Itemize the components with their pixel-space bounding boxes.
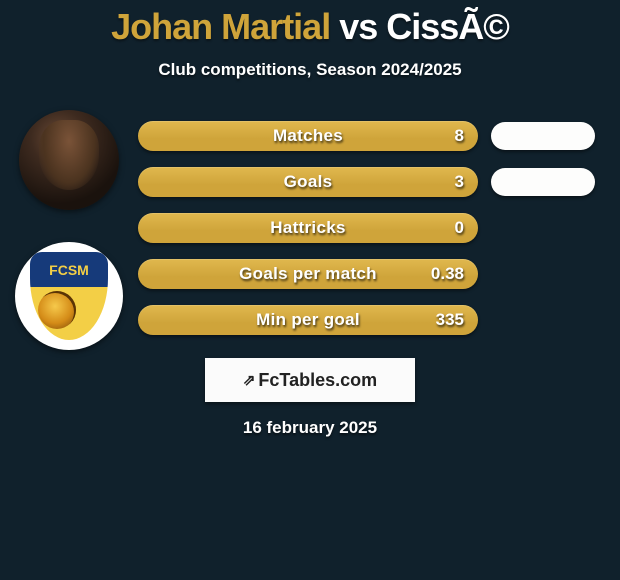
brand-text: FcTables.com — [258, 370, 377, 391]
stat-row: Hattricks 0 — [0, 212, 620, 244]
stat-pill-goals: Goals 3 — [138, 167, 478, 197]
opponent-blank-pill — [491, 168, 595, 196]
left-slot: FCSM — [0, 258, 138, 290]
title-player1: Johan Martial — [111, 6, 330, 47]
stat-value: 335 — [436, 310, 464, 330]
comparison-card: Johan Martial vs CissÃ© Club competition… — [0, 0, 620, 580]
brand-box[interactable]: ⇗ FcTables.com — [205, 358, 415, 402]
club-shield-bottom — [30, 287, 108, 340]
stat-value: 3 — [455, 172, 464, 192]
stat-pill-hattricks: Hattricks 0 — [138, 213, 478, 243]
brand-arrow-icon: ⇗ — [243, 371, 256, 389]
stat-label: Min per goal — [138, 310, 478, 330]
title-vs: vs — [330, 6, 386, 47]
stat-pill-matches: Matches 8 — [138, 121, 478, 151]
stat-label: Goals per match — [138, 264, 478, 284]
stat-label: Matches — [138, 126, 478, 146]
subtitle: Club competitions, Season 2024/2025 — [0, 60, 620, 80]
club-shield: FCSM — [30, 252, 108, 340]
club-badge: FCSM — [15, 242, 123, 350]
right-slot — [478, 122, 608, 150]
stats-block: Matches 8 Goals 3 Hattricks 0 — [0, 120, 620, 336]
right-slot — [478, 168, 608, 196]
stat-label: Goals — [138, 172, 478, 192]
club-abbrev: FCSM — [49, 262, 89, 278]
stat-value: 0.38 — [431, 264, 464, 284]
club-shield-top: FCSM — [30, 252, 108, 287]
player-avatar — [19, 110, 119, 210]
snapshot-date: 16 february 2025 — [0, 418, 620, 438]
stat-pill-gpm: Goals per match 0.38 — [138, 259, 478, 289]
stat-row: Matches 8 — [0, 120, 620, 152]
title-player2: CissÃ© — [386, 6, 509, 47]
stat-row: FCSM Goals per match 0.38 — [0, 258, 620, 290]
stat-pill-mpg: Min per goal 335 — [138, 305, 478, 335]
stat-label: Hattricks — [138, 218, 478, 238]
left-slot — [0, 120, 138, 152]
stat-value: 0 — [455, 218, 464, 238]
stat-value: 8 — [455, 126, 464, 146]
page-title: Johan Martial vs CissÃ© — [0, 0, 620, 48]
opponent-blank-pill — [491, 122, 595, 150]
